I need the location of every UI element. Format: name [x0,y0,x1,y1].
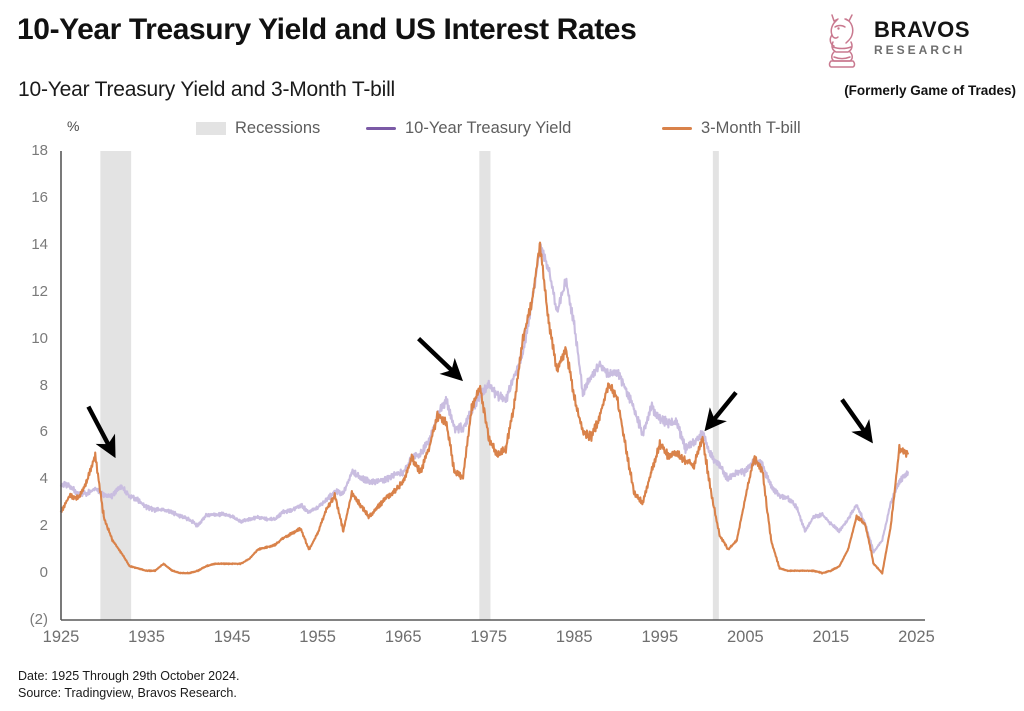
series-line-three-month-tbill [59,241,909,575]
legend-label-recessions: Recessions [235,118,321,137]
series-line-ten-year-treasury-yield [59,243,909,554]
annotation-arrow-2023-peak-icon [840,398,873,444]
y-tick-label: 12 [31,282,48,300]
tbill-line-swatch-icon [662,126,692,130]
brand-name: BRAVOS [874,17,971,42]
x-tick-label: 2015 [812,628,850,646]
chart-subtitle: 10-Year Treasury Yield and 3-Month T-bil… [18,78,396,101]
x-tick-label: 1995 [641,628,679,646]
x-tick-label: 1945 [213,628,251,646]
x-tick-label: 1925 [42,628,80,646]
x-tick-label: 1985 [555,628,593,646]
y-tick-label: (2) [29,611,48,628]
x-tick-label: 1965 [384,628,422,646]
brand-wordmark: BRAVOS RESEARCH [874,18,970,58]
y-tick-label: 14 [31,235,48,253]
annotation-arrow-1970s-peak-icon [417,337,463,382]
y-axis-unit-label: % [67,118,80,134]
y-tick-label: 0 [39,564,48,582]
recession-band-2 [712,151,719,620]
legend-label-ten-year: 10-Year Treasury Yield [405,118,572,137]
formerly-note: (Formerly Game of Trades) [844,83,1016,98]
y-tick-label: 4 [39,470,48,488]
ten-year-line-swatch-icon [366,126,396,130]
legend-item-recessions[interactable]: Recessions [196,115,320,141]
x-tick-label: 2005 [726,628,764,646]
x-tick-label: 1975 [470,628,508,646]
y-tick-label: 16 [31,188,48,206]
brand-subname: RESEARCH [874,43,966,57]
y-tick-label: 6 [39,423,48,441]
x-tick-label: 1935 [128,628,165,646]
page-title: 10-Year Treasury Yield and US Interest R… [17,13,637,46]
x-tick-label: 2025 [898,628,935,646]
y-tick-label: 2 [39,517,48,535]
chart-footnote: Date: 1925 Through 29th October 2024. So… [18,668,239,702]
y-tick-label: 18 [31,142,48,159]
bravos-knight-bull-logo-icon [818,8,866,70]
brand-logo: BRAVOS RESEARCH [818,8,1018,70]
y-tick-label: 8 [39,376,48,394]
legend-label-tbill: 3-Month T-bill [701,118,801,137]
recession-band-0 [100,151,132,620]
legend-item-ten-year[interactable]: 10-Year Treasury Yield [366,115,571,141]
recession-swatch-icon [196,121,226,135]
footnote-source: Source: Tradingview, Bravos Research. [18,686,237,700]
y-tick-label: 10 [31,329,48,347]
footnote-date: Date: 1925 Through 29th October 2024. [18,669,240,683]
x-tick-label: 1955 [299,628,336,646]
legend-item-tbill[interactable]: 3-Month T-bill [662,115,801,141]
annotation-arrow-2000-peak-icon [704,391,738,432]
annotation-arrow-1929-peak-icon [86,405,116,459]
